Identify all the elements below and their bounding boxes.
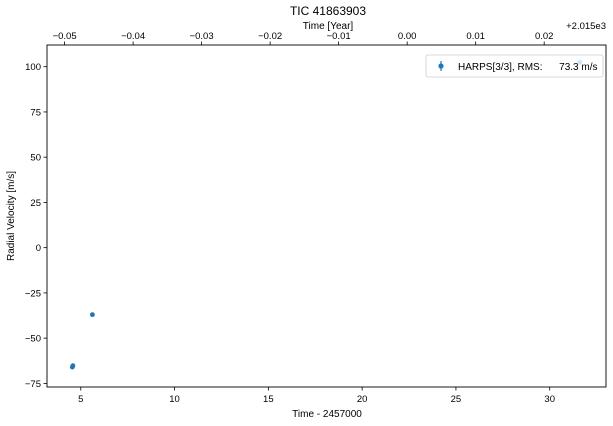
top-tick-label: 0.02 bbox=[535, 31, 554, 42]
y-tick-label: −25 bbox=[25, 288, 41, 299]
x-tick-label: 10 bbox=[169, 394, 180, 405]
x-tick-label: 5 bbox=[78, 394, 83, 405]
y-tick-label: 50 bbox=[30, 153, 41, 164]
top-axis-offset: +2.015e3 bbox=[566, 21, 606, 32]
top-tick-label: 0.00 bbox=[398, 31, 417, 42]
x-tick-label: 30 bbox=[544, 394, 555, 405]
y-axis-label: Radial Velocity [m/s] bbox=[6, 171, 17, 261]
legend: HARPS[3/3], RMS: 73.3 m/s bbox=[425, 54, 604, 78]
x-tick-label: 20 bbox=[357, 394, 368, 405]
x-axis-label: Time - 2457000 bbox=[292, 409, 362, 420]
x-tick-label: 25 bbox=[451, 394, 462, 405]
y-tick-label: −75 bbox=[25, 379, 41, 390]
data-point bbox=[89, 312, 95, 318]
legend-marker bbox=[438, 63, 444, 69]
y-tick-label: −50 bbox=[25, 334, 41, 345]
top-tick-label: −0.02 bbox=[258, 31, 282, 42]
data-point bbox=[70, 363, 76, 369]
top-tick-label: −0.04 bbox=[121, 31, 145, 42]
plot-frame bbox=[46, 44, 607, 388]
y-tick-label: 0 bbox=[36, 243, 41, 254]
top-axis-label: Time [Year] bbox=[303, 21, 354, 32]
data-points bbox=[69, 59, 583, 370]
top-tick-label: −0.05 bbox=[53, 31, 77, 42]
top-tick-label: 0.01 bbox=[466, 31, 485, 42]
chart-title: TIC 41863903 bbox=[290, 4, 366, 18]
x-tick-label: 15 bbox=[263, 394, 274, 405]
y-tick-label: 75 bbox=[30, 107, 41, 118]
legend-box bbox=[425, 54, 604, 78]
legend-label: HARPS[3/3], RMS: 73.3 m/s bbox=[458, 62, 598, 73]
y-tick-label: 25 bbox=[30, 198, 41, 209]
bottom-x-axis: 5 10 15 20 25 30 bbox=[78, 387, 555, 405]
top-tick-label: −0.03 bbox=[190, 31, 214, 42]
top-x-axis: −0.05 −0.04 −0.03 −0.02 −0.01 0.00 0.01 0.02 bbox=[53, 31, 554, 45]
left-y-axis: −75 −50 −25 0 25 50 75 100 bbox=[25, 62, 47, 390]
top-tick-label: −0.01 bbox=[327, 31, 351, 42]
y-tick-label: 100 bbox=[25, 62, 41, 73]
